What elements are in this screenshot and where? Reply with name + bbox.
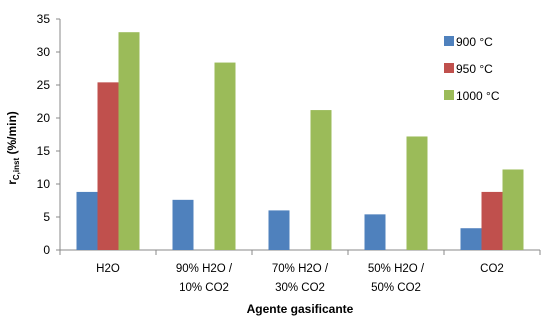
legend-label: 1000 °C (456, 89, 500, 103)
y-tick-label: 35 (37, 12, 51, 26)
bar-900-c (76, 191, 98, 250)
x-tick-label-line: H2O (96, 263, 120, 275)
bar-950-c (97, 82, 119, 250)
x-tick-label-line: CO2 (480, 263, 504, 275)
y-tick-label: 0 (43, 243, 50, 257)
x-tick-label: H2O (96, 263, 120, 275)
y-tick-label: 5 (43, 210, 50, 224)
plot-area (59, 19, 540, 251)
y-axis-title: rC,inst (%/min) (5, 111, 21, 185)
y-tick-label: 10 (37, 177, 51, 191)
legend-swatch (444, 63, 454, 73)
x-tick-label-line: 50% H2O / (368, 263, 425, 275)
x-axis: H2O 90% H2O / 10% CO2 70% H2O / 30% CO2 50% H… (59, 250, 541, 294)
bar-1000-c (310, 110, 332, 250)
x-tick-label-line: 90% H2O / (176, 263, 233, 275)
y-axis: 0 5 10 15 20 25 30 35 (37, 12, 60, 257)
legend-label: 900 °C (456, 35, 493, 49)
x-tick-label: 50% H2O / 50% CO2 (368, 263, 425, 294)
legend-label: 950 °C (456, 62, 493, 76)
x-tick-label: CO2 (480, 263, 504, 275)
y-axis-title-symbol: r (5, 180, 19, 185)
bar-950-c (481, 191, 503, 250)
legend-swatch (444, 90, 454, 100)
y-axis-title-unit: (%/min) (5, 111, 19, 158)
y-axis-title-subscript: C,inst (12, 158, 21, 181)
x-axis-title: Agente gasificante (247, 302, 354, 316)
bar-900-c (172, 199, 194, 250)
x-tick-label-line: 70% H2O / (272, 263, 329, 275)
y-tick-label: 15 (37, 144, 51, 158)
y-tick-label: 25 (37, 78, 51, 92)
legend: 900 °C 950 °C 1000 °C (444, 35, 500, 103)
bar-1000-c (118, 32, 140, 251)
legend-swatch (444, 36, 454, 46)
x-tick-label-line: 30% CO2 (275, 282, 325, 294)
x-tick-label-line: 50% CO2 (371, 282, 421, 294)
x-tick-label: 70% H2O / 30% CO2 (272, 263, 329, 294)
bar-900-c (268, 210, 290, 250)
y-tick-label: 30 (37, 45, 51, 59)
x-tick-label: 90% H2O / 10% CO2 (176, 263, 233, 294)
bar-1000-c (502, 169, 524, 250)
x-tick-label-line: 10% CO2 (179, 282, 229, 294)
y-tick-label: 20 (37, 111, 51, 125)
bar-1000-c (214, 62, 236, 251)
bar-900-c (460, 228, 482, 250)
bar-1000-c (406, 136, 428, 250)
bar-900-c (364, 214, 386, 250)
